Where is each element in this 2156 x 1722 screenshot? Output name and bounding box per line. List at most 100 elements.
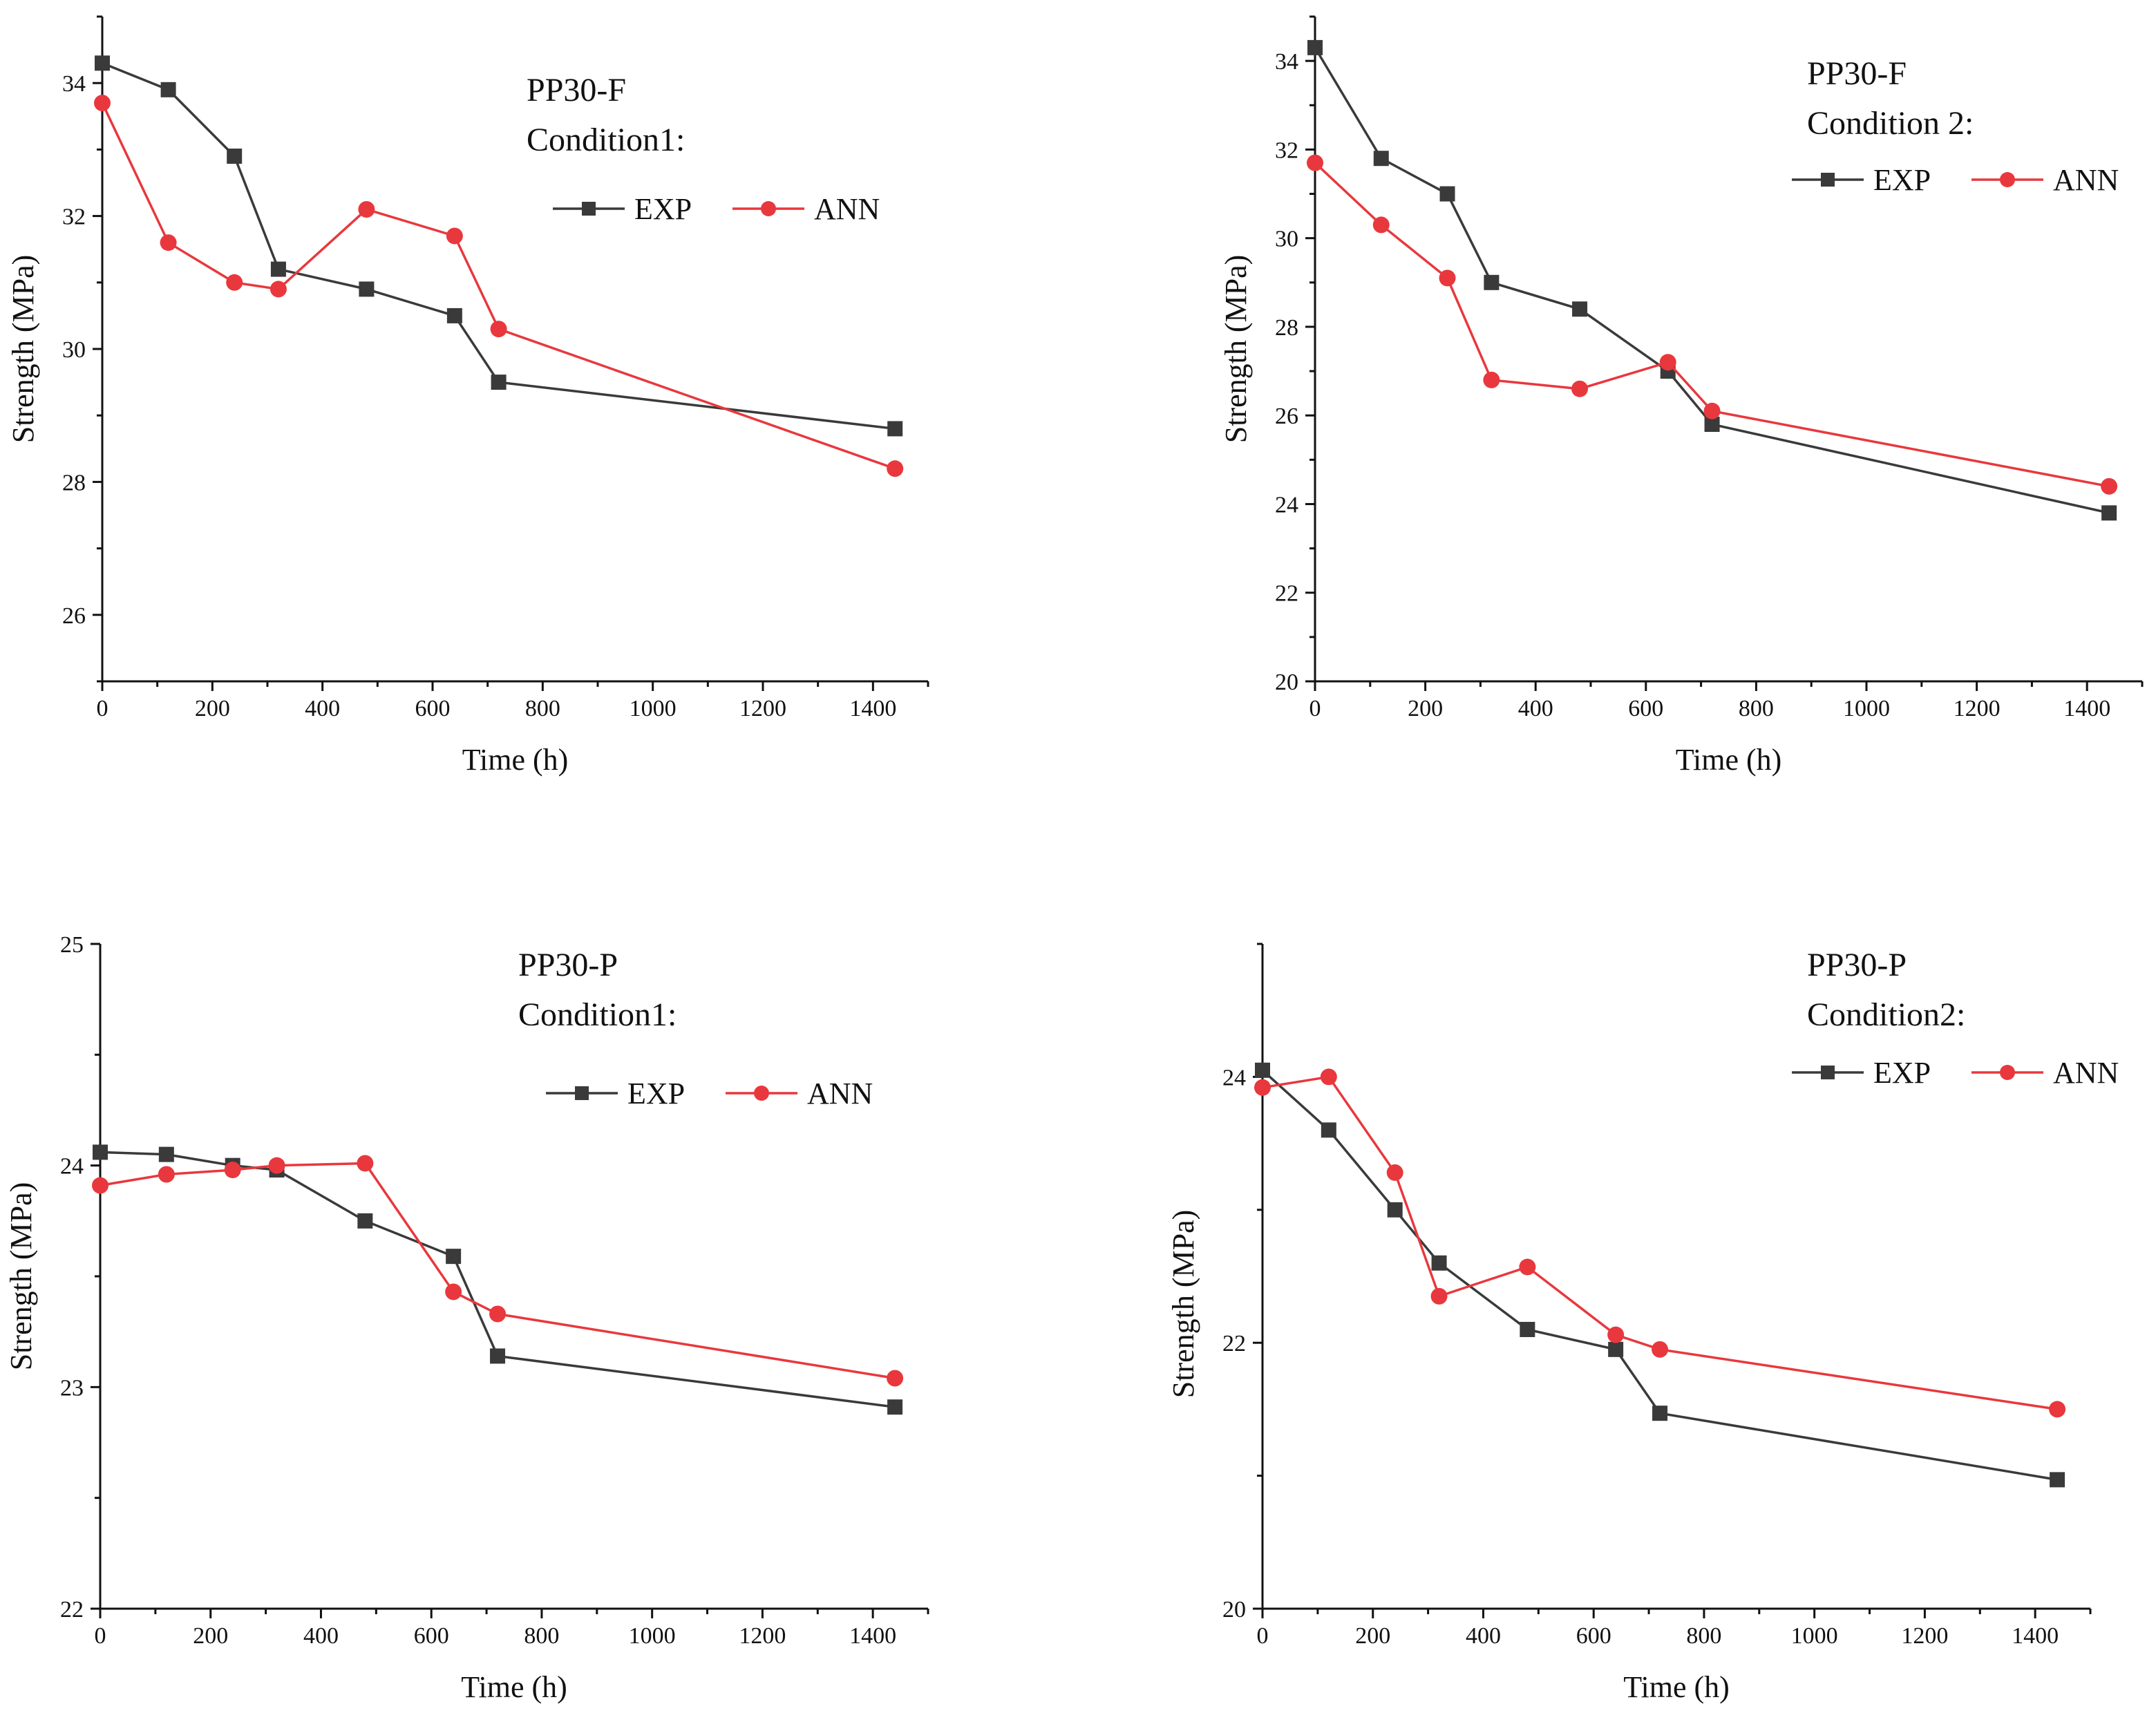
x-tick-label: 200 — [193, 1623, 228, 1649]
exp-series-line — [1261, 1069, 2058, 1482]
exp-data-point — [357, 1213, 373, 1229]
x-tick-label: 400 — [305, 696, 340, 721]
exp-legend-marker — [582, 202, 596, 216]
panel-title-line: PP30-F — [1807, 55, 1907, 92]
exp-data-point — [1484, 274, 1500, 290]
ann-data-point — [1386, 1164, 1403, 1181]
ann-data-point — [490, 321, 507, 338]
x-tick-label: 1000 — [1843, 696, 1890, 721]
ann-data-point — [1519, 1258, 1536, 1276]
exp-series-line — [1314, 46, 2110, 515]
x-tick-label: 600 — [1628, 696, 1663, 721]
ann-series-line — [101, 102, 896, 470]
exp-legend-label: EXP — [627, 1077, 685, 1110]
ann-data-point — [1483, 371, 1500, 388]
exp-data-point — [1704, 417, 1720, 433]
y-axis-title: Strength (MPa) — [1166, 1210, 1200, 1399]
x-tick-label: 1400 — [2012, 1623, 2059, 1649]
ann-data-point — [1703, 402, 1721, 419]
x-tick-label: 800 — [1739, 696, 1774, 721]
ann-data-point — [158, 1166, 175, 1183]
x-tick-label: 1000 — [630, 696, 677, 721]
x-tick-label: 600 — [415, 696, 451, 721]
chart-panel-2: 0 200 400 600 800 1000 1200 1400 20 22 24 26 28 30 32 3… — [1219, 15, 2144, 777]
exp-data-point — [93, 1144, 108, 1160]
exp-data-point — [490, 1348, 506, 1364]
exp-data-point — [446, 308, 462, 323]
y-tick-label: 26 — [62, 603, 86, 629]
exp-data-point — [227, 149, 243, 164]
exp-data-point — [1439, 186, 1455, 202]
y-tick-label: 24 — [1275, 492, 1298, 518]
exp-data-point — [1431, 1255, 1447, 1271]
panel-title-line: Condition2: — [1807, 996, 1965, 1033]
y-tick-label: 26 — [1275, 404, 1298, 429]
panel-title-line: Condition1: — [527, 122, 685, 158]
y-axis-title: Strength (MPa) — [6, 255, 40, 444]
y-tick-label: 32 — [1275, 138, 1298, 163]
ann-data-point — [226, 274, 243, 291]
exp-legend-label: EXP — [634, 192, 692, 226]
ann-data-point — [357, 1155, 374, 1172]
y-tick-label: 24 — [60, 1154, 84, 1180]
ann-legend-label: ANN — [814, 192, 880, 226]
ann-data-point — [268, 1157, 285, 1174]
exp-data-point — [1652, 1406, 1668, 1421]
x-tick-label: 600 — [1576, 1623, 1611, 1649]
ann-data-point — [446, 227, 463, 245]
exp-data-point — [1255, 1062, 1270, 1078]
panel-title-line: Condition 2: — [1807, 105, 1974, 142]
exp-data-point — [359, 281, 375, 297]
x-tick-label: 600 — [414, 1623, 449, 1649]
x-tick-label: 800 — [1686, 1623, 1721, 1649]
chart-panel-3: 0 200 400 600 800 1000 1200 1400 22 23 24 25 Time (h… — [4, 932, 929, 1704]
exp-data-point — [1608, 1341, 1624, 1357]
x-tick-label: 1000 — [1791, 1623, 1838, 1649]
panel-title-line: PP30-F — [527, 72, 626, 108]
ann-data-point — [1607, 1326, 1625, 1343]
exp-data-point — [1321, 1122, 1336, 1138]
ann-legend-label: ANN — [807, 1077, 873, 1110]
x-tick-label: 1400 — [849, 696, 896, 721]
ann-data-point — [887, 460, 904, 477]
panel-title-line: PP30-P — [518, 947, 618, 983]
y-tick-label: 28 — [1275, 315, 1298, 341]
ann-data-point — [1571, 380, 1589, 397]
exp-series-line — [102, 62, 896, 430]
x-tick-label: 0 — [97, 696, 108, 721]
exp-legend-marker — [1821, 1066, 1835, 1079]
ann-legend-marker — [754, 1086, 769, 1101]
exp-data-point — [1520, 1321, 1535, 1337]
ann-series-line — [1314, 162, 2110, 488]
x-tick-label: 800 — [524, 1623, 559, 1649]
ann-data-point — [160, 234, 177, 252]
x-tick-label: 200 — [1408, 696, 1443, 721]
y-tick-label: 25 — [60, 932, 84, 958]
ann-series-line — [100, 1162, 896, 1380]
y-axis-title: Strength (MPa) — [4, 1182, 38, 1371]
ann-data-point — [1652, 1341, 1669, 1358]
ann-legend-label: ANN — [2053, 163, 2119, 197]
exp-data-point — [1373, 151, 1389, 167]
ann-data-point — [92, 1177, 108, 1194]
exp-data-point — [1307, 39, 1323, 55]
exp-series-line — [100, 1151, 896, 1408]
exp-data-point — [95, 55, 110, 71]
chart-panel-4: 0 200 400 600 800 1000 1200 1400 20 22 24 Time (h) S… — [1166, 943, 2119, 1704]
x-tick-label: 1200 — [739, 696, 786, 721]
ann-data-point — [1439, 269, 1456, 287]
y-tick-label: 22 — [1275, 581, 1298, 607]
exp-data-point — [1572, 301, 1588, 317]
x-tick-label: 0 — [95, 1623, 106, 1649]
exp-data-point — [158, 1146, 174, 1162]
exp-legend-label: EXP — [1873, 163, 1931, 197]
exp-data-point — [1387, 1202, 1403, 1218]
x-tick-label: 1200 — [1901, 1623, 1948, 1649]
ann-legend-marker — [2000, 172, 2015, 187]
y-axis-title: Strength (MPa) — [1219, 255, 1253, 444]
y-tick-label: 32 — [62, 205, 86, 230]
x-tick-label: 1400 — [2063, 696, 2110, 721]
exp-data-point — [160, 82, 176, 97]
ann-data-point — [1307, 154, 1323, 171]
ann-data-point — [489, 1305, 507, 1323]
